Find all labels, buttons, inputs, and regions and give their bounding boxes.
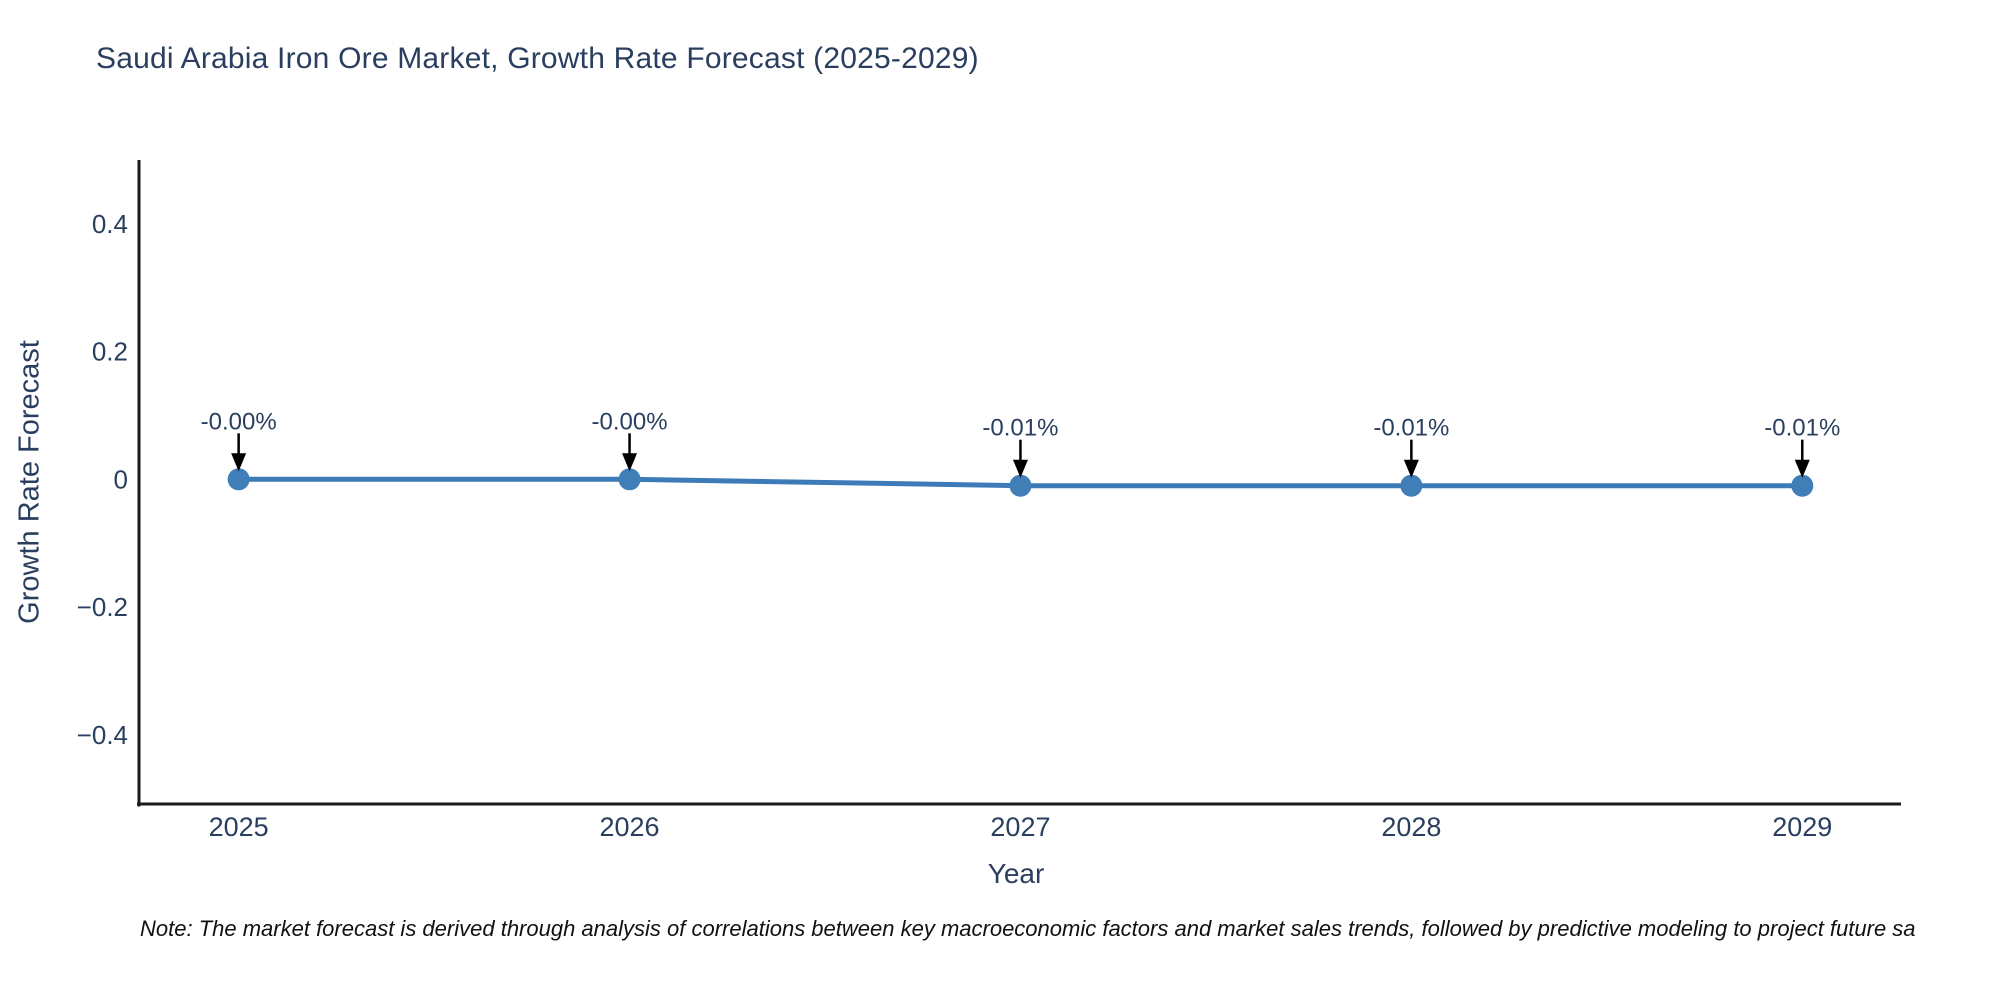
- data-point: [1791, 474, 1814, 497]
- data-point: [227, 468, 250, 491]
- annotation-arrowhead-icon: [1403, 459, 1419, 478]
- point-annotation: -0.01%: [1373, 415, 1449, 442]
- y-tick-label: −0.2: [77, 592, 128, 622]
- footnote: Note: The market forecast is derived thr…: [140, 916, 1916, 941]
- x-axis-title: Year: [987, 858, 1045, 889]
- annotation-arrowhead-icon: [1794, 459, 1810, 478]
- x-tick-label: 2027: [990, 812, 1050, 842]
- point-annotation: -0.00%: [201, 408, 277, 435]
- y-tick-label: −0.4: [77, 720, 128, 750]
- data-point: [1009, 474, 1032, 497]
- y-tick-label: 0.2: [92, 337, 128, 367]
- x-tick-label: 2025: [209, 812, 269, 842]
- annotation-arrowhead-icon: [622, 453, 638, 472]
- x-tick-label: 2029: [1772, 812, 1832, 842]
- annotation-arrowhead-icon: [1012, 459, 1028, 478]
- y-tick-label: 0: [114, 464, 128, 494]
- point-annotation: -0.00%: [592, 408, 668, 435]
- x-tick-label: 2028: [1381, 812, 1441, 842]
- point-annotation: -0.01%: [982, 415, 1058, 442]
- y-tick-label: 0.4: [92, 209, 128, 239]
- annotation-arrowhead-icon: [231, 453, 247, 472]
- data-point: [618, 468, 641, 491]
- point-annotation: -0.01%: [1764, 415, 1840, 442]
- chart-title: Saudi Arabia Iron Ore Market, Growth Rat…: [96, 42, 979, 75]
- data-point: [1400, 474, 1423, 497]
- x-tick-label: 2026: [600, 812, 660, 842]
